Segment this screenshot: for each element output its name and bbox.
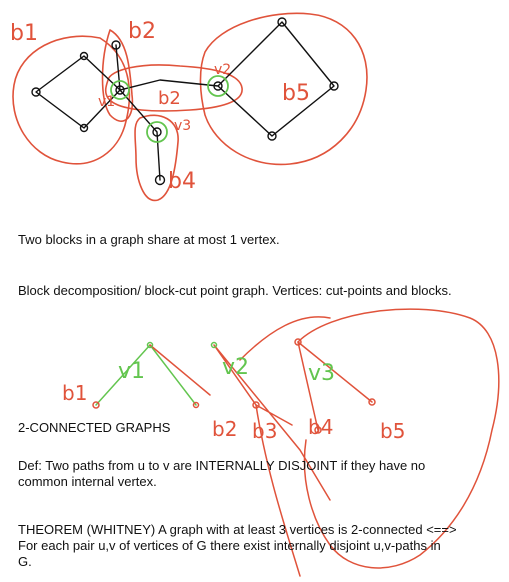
top-cut-labels: v1 v2 v3 <box>98 62 231 134</box>
tree-edges-red <box>149 341 373 501</box>
graph-edges <box>35 21 335 181</box>
graph-vertices <box>31 17 339 186</box>
top-label-b1: b1 <box>10 21 38 46</box>
vertex-dot <box>329 81 339 91</box>
top-label-b2b: b2 <box>158 88 181 109</box>
vertex-dot <box>79 123 89 133</box>
block-b4-outline <box>134 114 179 202</box>
top-graph-drawing <box>12 12 368 202</box>
tree-vertex <box>294 338 302 346</box>
note-block-decomposition: Block decomposition/ block-cut point gra… <box>18 283 452 298</box>
tree-cut-vertex <box>146 341 154 349</box>
tree-big-loop <box>297 308 500 569</box>
vertex-dot <box>267 131 277 141</box>
vertex-dot <box>115 85 125 95</box>
tree-edges-green <box>95 344 197 406</box>
cut-vertex-highlights <box>110 75 229 143</box>
cut-vertex-circle <box>110 80 130 100</box>
tree-cut-vertex <box>210 341 218 349</box>
tree-label-v1: v1 <box>118 359 145 384</box>
lower-cut-labels: v1 v2 v3 <box>118 355 335 386</box>
tree-cut-vertices <box>146 341 218 349</box>
tree-label-v2: v2 <box>222 355 249 380</box>
tree-label-v3: v3 <box>308 361 335 386</box>
tree-vertex <box>192 401 200 409</box>
lower-block-labels: b1 b2 b3 b4 b5 <box>62 381 405 443</box>
tree-label-b4: b4 <box>308 415 333 439</box>
top-label-b5: b5 <box>282 81 310 106</box>
tree-vertices <box>92 338 376 434</box>
vertex-dot <box>31 87 41 97</box>
vertex-dot <box>152 127 162 137</box>
tree-vertex <box>368 398 376 406</box>
cut-vertex-circle <box>207 75 229 97</box>
tree-vertex <box>92 401 100 409</box>
definition-internally-disjoint: Def: Two paths from u to v are INTERNALL… <box>18 458 426 489</box>
top-label-v1: v1 <box>98 94 115 110</box>
section-title: 2-CONNECTED GRAPHS <box>18 420 171 435</box>
top-label-b2a: b2 <box>128 19 156 44</box>
block-b2-outline <box>104 64 243 112</box>
tree-label-b2: b2 <box>212 417 237 441</box>
tree-label-b1: b1 <box>62 381 87 405</box>
theorem-whitney: THEOREM (WHITNEY) A graph with at least … <box>18 522 457 569</box>
vertex-dot <box>277 17 287 27</box>
vertex-dot <box>154 174 166 186</box>
block-b1-outline <box>12 35 131 165</box>
tree-label-b5: b5 <box>380 419 405 443</box>
top-label-v2: v2 <box>214 62 231 78</box>
top-labels: b1 b2 b2 b5 b4 <box>10 19 310 194</box>
cut-vertex-circle <box>146 121 168 143</box>
tree-label-b3: b3 <box>252 419 277 443</box>
note-blocks-share: Two blocks in a graph share at most 1 ve… <box>18 232 280 247</box>
top-label-b4: b4 <box>168 169 196 194</box>
vertex-dot <box>213 81 223 91</box>
top-label-v3: v3 <box>174 118 191 134</box>
tree-loop-inner <box>239 316 331 577</box>
block-b5-outline <box>199 12 368 166</box>
lower-graph-drawing <box>92 308 500 577</box>
tree-vertex <box>252 401 260 409</box>
vertex-dot <box>111 40 121 50</box>
vertex-dot <box>79 51 89 61</box>
tree-vertex <box>314 426 322 434</box>
